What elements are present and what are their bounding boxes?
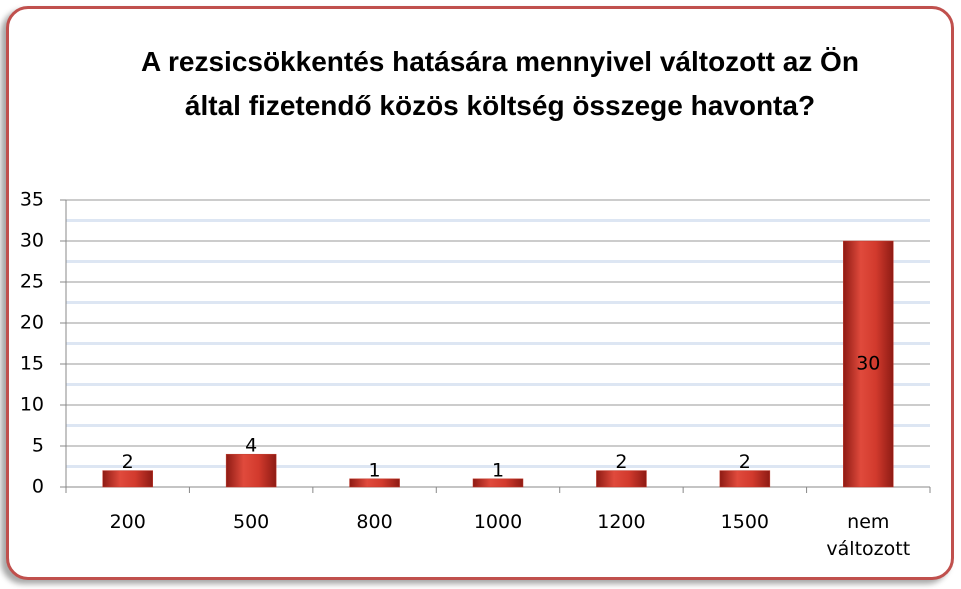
value-label: 2 bbox=[615, 451, 627, 473]
value-label: 4 bbox=[245, 435, 257, 457]
x-tick-label: 1000 bbox=[473, 511, 523, 533]
bar bbox=[843, 240, 894, 488]
value-label: 2 bbox=[122, 451, 134, 473]
y-tick-label: 15 bbox=[20, 353, 44, 375]
y-tick-label: 10 bbox=[20, 394, 44, 416]
y-tick-label: 0 bbox=[32, 476, 44, 498]
x-tick-label: 500 bbox=[233, 511, 270, 533]
bar bbox=[596, 470, 647, 488]
x-tick-label: nem változott bbox=[826, 511, 911, 560]
bar bbox=[225, 453, 277, 488]
bar bbox=[719, 470, 771, 488]
y-tick-label: 35 bbox=[20, 189, 44, 211]
y-tick-label: 30 bbox=[20, 230, 44, 252]
value-label: 30 bbox=[856, 353, 880, 375]
y-tick-label: 5 bbox=[32, 435, 44, 457]
bar bbox=[349, 478, 400, 488]
x-tick-label: 200 bbox=[109, 511, 146, 533]
y-tick-label: 25 bbox=[20, 271, 44, 293]
bar bbox=[472, 478, 524, 488]
x-tick-label: 1500 bbox=[720, 511, 770, 533]
bar bbox=[102, 470, 153, 488]
value-label: 2 bbox=[739, 451, 751, 473]
chart-title: A rezsicsökkentés hatására mennyivel vál… bbox=[141, 46, 859, 121]
x-tick-label: 800 bbox=[356, 511, 393, 533]
y-tick-label: 20 bbox=[20, 312, 44, 334]
value-label: 1 bbox=[492, 459, 504, 481]
value-label: 1 bbox=[369, 459, 381, 481]
x-tick-label: 1200 bbox=[597, 511, 646, 533]
